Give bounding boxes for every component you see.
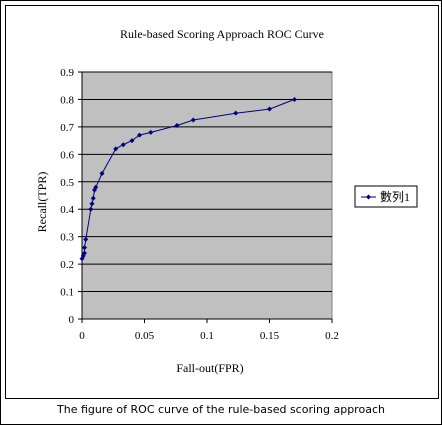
legend-series-label: 數列1: [380, 190, 410, 204]
data-point-marker: [90, 195, 96, 201]
y-tick-label: 0: [69, 314, 75, 326]
legend: 數列1: [354, 185, 418, 208]
y-tick-label: 0.6: [60, 149, 74, 161]
figure-caption: The figure of ROC curve of the rule-base…: [57, 403, 385, 416]
legend-marker: [366, 194, 371, 200]
x-tick-label: 0: [79, 330, 85, 342]
y-tick-label: 0.4: [60, 204, 74, 216]
y-tick-label: 0.2: [60, 259, 74, 271]
x-tick-label: 0.1: [200, 330, 214, 342]
y-axis-label: Recall(TPR): [35, 172, 49, 233]
roc-chart: Rule-based Scoring Approach ROC Curve 00…: [35, 27, 418, 375]
data-point-marker: [233, 110, 239, 116]
data-point-marker: [83, 236, 89, 242]
x-tick-label: 0.05: [135, 330, 155, 342]
y-tick-label: 0.3: [60, 232, 74, 244]
data-point-marker: [292, 96, 297, 102]
data-point-marker: [89, 201, 95, 207]
x-tick-label: 0.2: [325, 330, 339, 342]
plot-layer: 0 0.1 0.2 0.3 0.4 0.5 0.6 0.7 0.8 0.9 0 0.05 0.1 0.15…: [60, 67, 339, 342]
legend-box: [354, 185, 418, 208]
y-tick-label: 0.5: [60, 177, 74, 189]
data-point-marker: [267, 106, 272, 112]
y-tick-label: 0.7: [60, 122, 74, 134]
y-tick-label: 0.9: [60, 67, 74, 79]
plot-background: [81, 71, 333, 320]
data-point-marker: [99, 171, 105, 177]
data-point-marker: [120, 142, 126, 148]
x-tick-label: 0.15: [260, 330, 280, 342]
y-tick-label: 0.8: [60, 94, 74, 106]
data-point-marker: [148, 129, 154, 135]
data-point-marker: [174, 123, 180, 129]
data-point-marker: [93, 184, 99, 190]
data-point-marker: [82, 245, 87, 251]
chart-title: Rule-based Scoring Approach ROC Curve: [120, 27, 324, 41]
y-tick-label: 0.1: [60, 287, 74, 299]
data-point-marker: [129, 138, 135, 144]
data-point-marker: [137, 132, 142, 138]
data-point-marker: [88, 206, 94, 212]
data-point-marker: [190, 117, 196, 123]
x-axis-label: Fall-out(FPR): [176, 361, 243, 375]
data-point-marker: [82, 250, 87, 256]
data-point-marker: [113, 146, 119, 152]
